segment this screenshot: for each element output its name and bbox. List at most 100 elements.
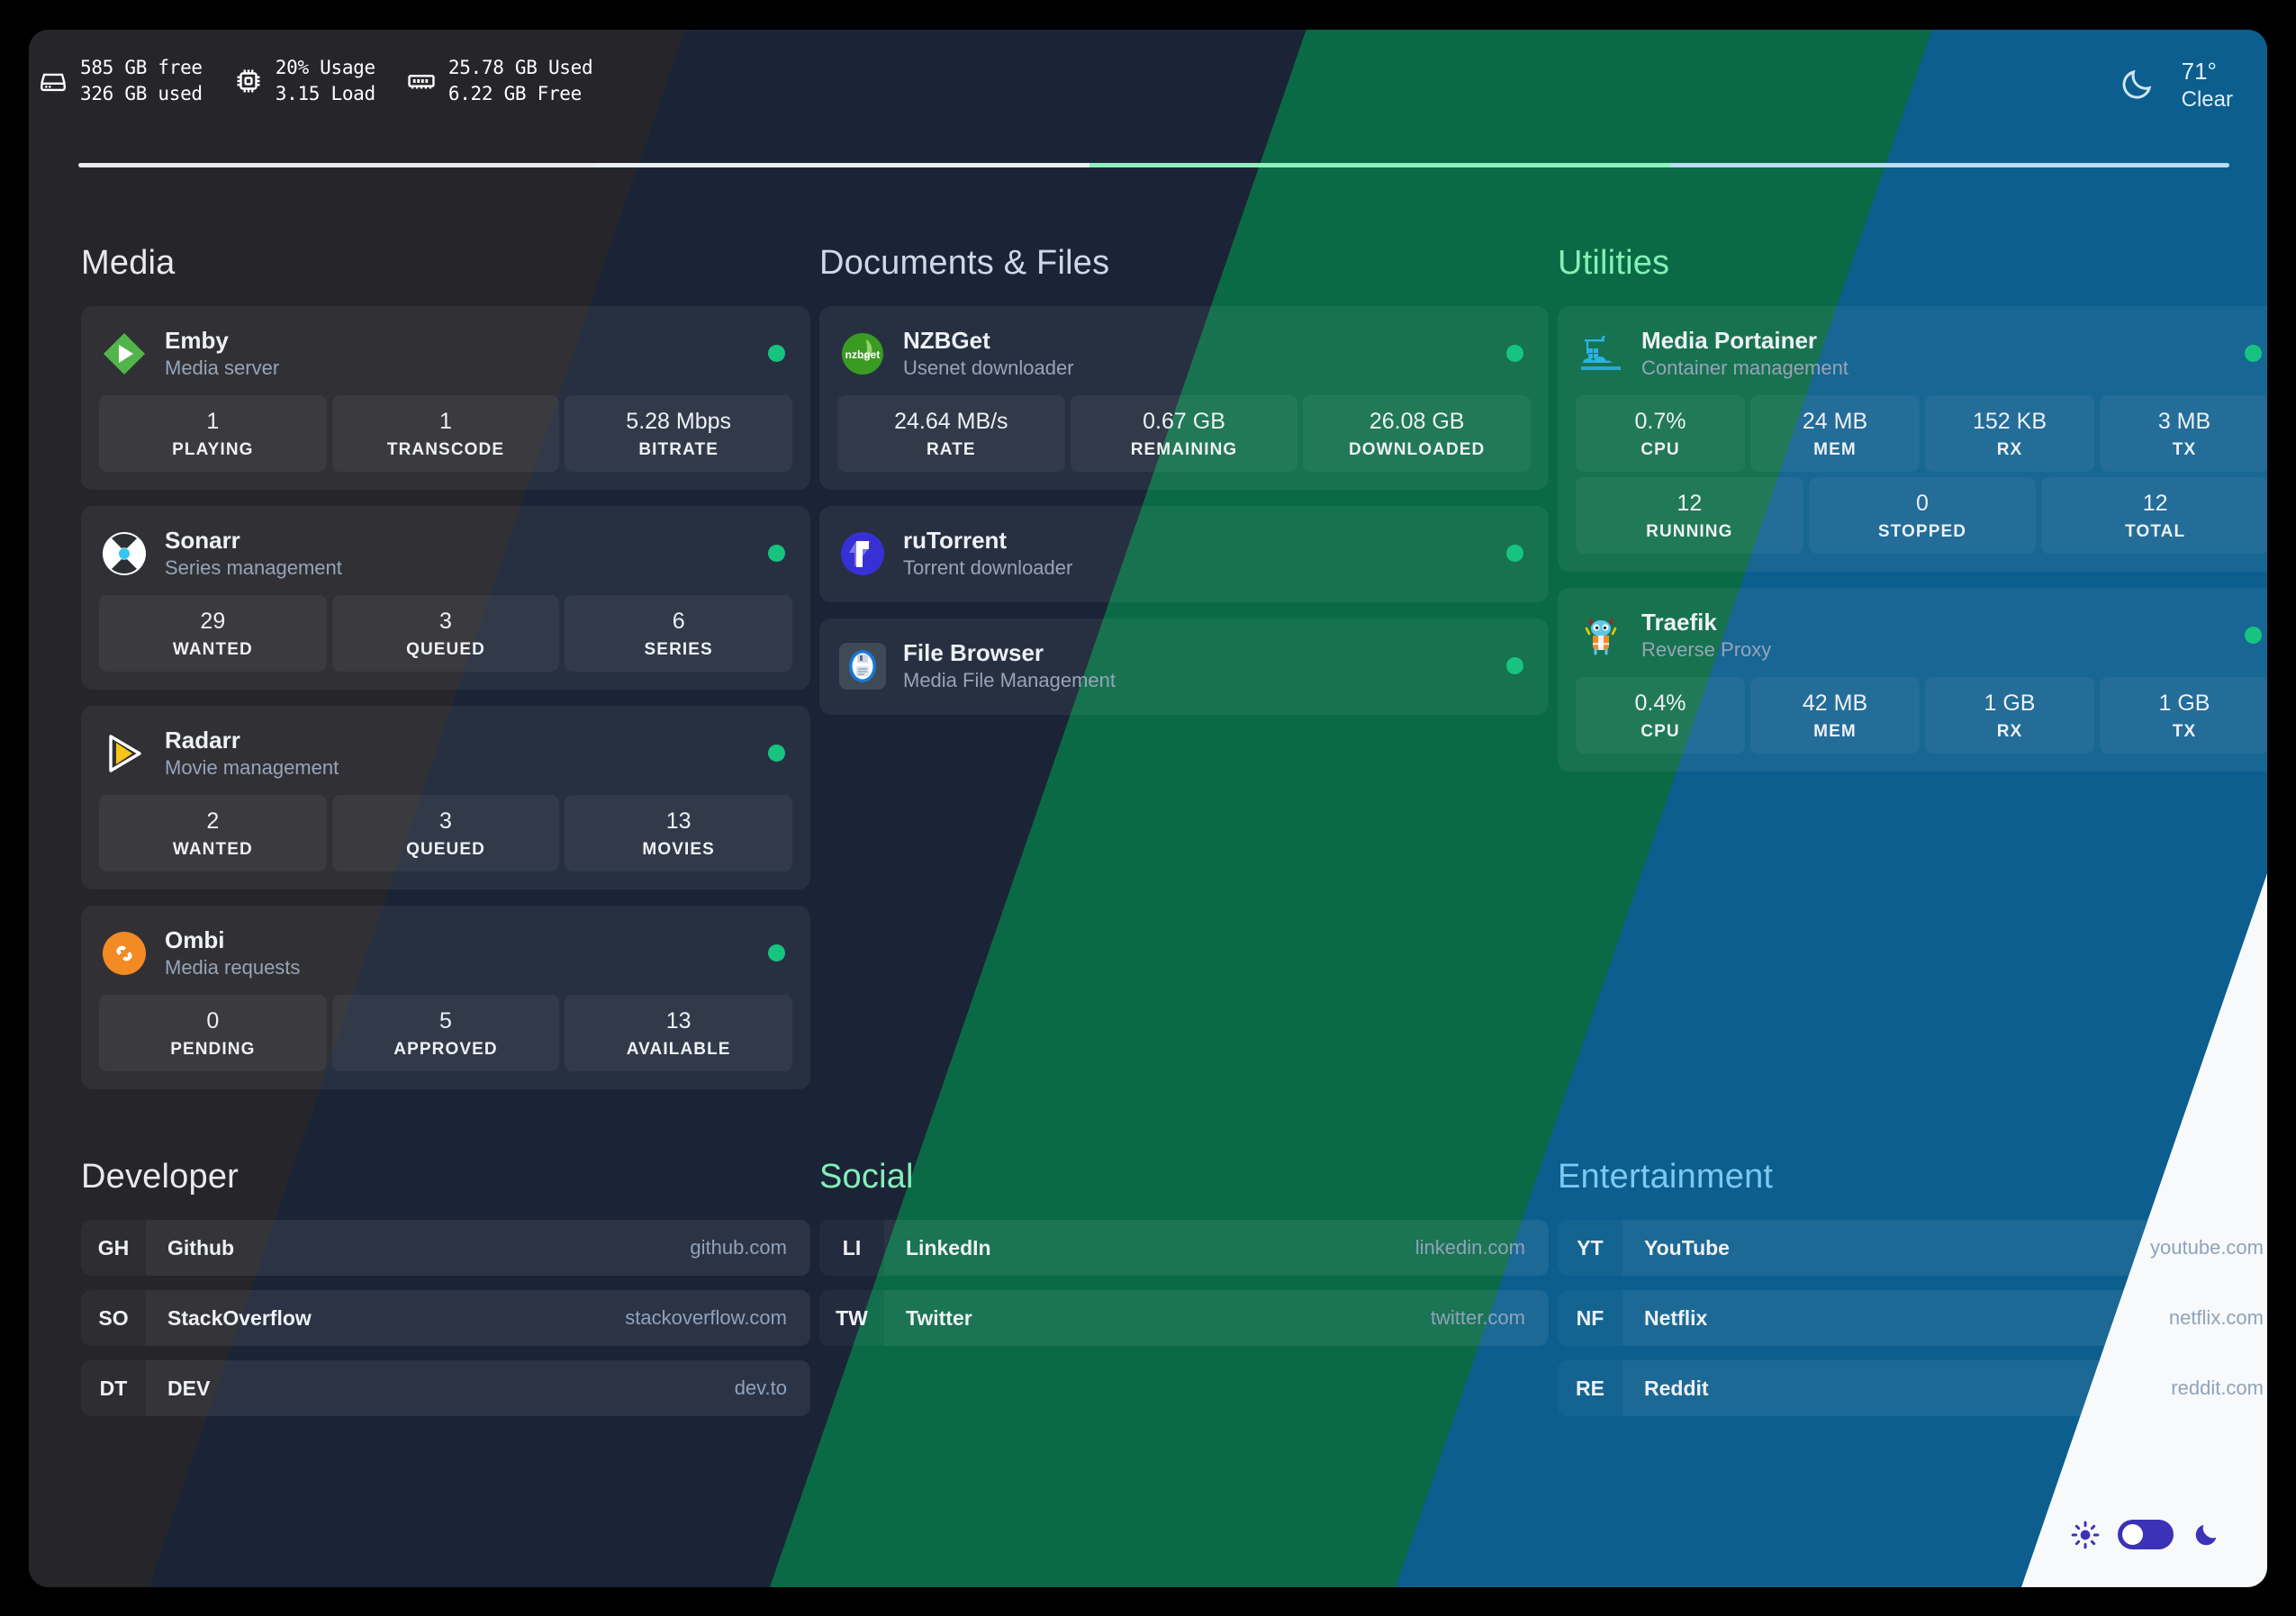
theme-switcher[interactable]	[2071, 1520, 2220, 1549]
services-grid: Media Emby Media server 1 PLAYING 1 TRANSCODE 5…	[81, 244, 2267, 1106]
bookmark-group-title: Developer	[81, 1158, 240, 1196]
service-stat-value: 3 MB	[2157, 409, 2211, 435]
service-stat-cell: 13 AVAILABLE	[565, 995, 793, 1072]
service-stat-cell: 24 MB MEM	[1750, 395, 1920, 473]
service-stat-cell: 5.28 Mbps BITRATE	[565, 395, 793, 473]
bookmark-link[interactable]: GH Github github.com	[81, 1220, 810, 1277]
service-stat-value: 1 GB	[1984, 691, 2036, 717]
status-indicator-dot	[768, 745, 785, 763]
service-stat-value: 1	[206, 409, 220, 435]
bookmark-link[interactable]: YT YouTube youtube.com	[1558, 1220, 2267, 1277]
bookmark-abbreviation: SO	[81, 1290, 146, 1347]
stat-disk-text: 585 GB free 326 GB used	[80, 57, 203, 104]
service-stat-value: 5.28 Mbps	[626, 409, 732, 435]
theme-toggle-switch[interactable]	[2118, 1520, 2174, 1549]
stat-cpu-text: 20% Usage 3.15 Load	[275, 57, 375, 104]
service-card[interactable]: File Browser Media File Management	[819, 618, 1549, 716]
stat-memory-text: 25.78 GB Used 6.22 GB Free	[447, 57, 593, 104]
rutorrent-logo-icon	[839, 530, 886, 577]
cpu-icon	[233, 66, 264, 96]
service-stat-label: RX	[1996, 440, 2023, 460]
bookmark-link[interactable]: RE Reddit reddit.com	[1558, 1360, 2267, 1417]
bookmark-link[interactable]: DT DEV dev.to	[81, 1360, 810, 1417]
service-stat-label: CPU	[1641, 440, 1680, 460]
service-stat-cell: 12 TOTAL	[2041, 477, 2267, 555]
service-card[interactable]: Ombi Media requests 0 PENDING 5 APPROVED 13 AVA…	[81, 906, 810, 1090]
service-card-titles: File Browser Media File Management	[903, 638, 1489, 693]
bookmark-url: reddit.com	[2171, 1377, 2264, 1400]
bookmark-name: YouTube	[1644, 1235, 1730, 1259]
radarr-logo-icon	[101, 730, 148, 777]
bookmark-column: Developer GH Github github.com SO StackOverfl…	[81, 1158, 810, 1431]
service-stat-row: 0.7% CPU 24 MB MEM 152 KB RX 3 MB TX	[1576, 395, 2267, 473]
service-stat-row: 24.64 MB/s RATE 0.67 GB REMAINING 26.08 GB DO…	[837, 395, 1532, 473]
moon-icon[interactable]	[2192, 1521, 2220, 1549]
bookmark-body: LinkedIn linkedin.com	[884, 1220, 1549, 1277]
memory-icon	[406, 66, 437, 96]
service-stat-value: 1	[439, 409, 452, 435]
service-stat-label: RX	[1996, 722, 2023, 742]
service-stat-value: 0	[206, 1008, 220, 1034]
service-stat-cell: 1 TRANSCODE	[331, 395, 560, 473]
service-stat-label: MOVIES	[642, 840, 715, 860]
service-stat-value: 0.4%	[1634, 691, 1686, 717]
service-stat-cell: 24.64 MB/s RATE	[837, 395, 1065, 473]
service-stat-label: STOPPED	[1877, 522, 1967, 542]
portainer-logo-icon	[1577, 330, 1624, 377]
bookmark-link[interactable]: LI LinkedIn linkedin.com	[819, 1220, 1549, 1277]
service-card-header: Sonarr Series management	[99, 522, 792, 595]
service-stat-row: 1 PLAYING 1 TRANSCODE 5.28 Mbps BITRATE	[99, 395, 793, 473]
service-stat-row: 2 WANTED 3 QUEUED 13 MOVIES	[99, 795, 793, 872]
bookmark-abbreviation: NF	[1558, 1290, 1623, 1347]
bookmark-link[interactable]: TW Twitter twitter.com	[819, 1290, 1549, 1347]
service-stat-label: CPU	[1641, 722, 1680, 742]
service-subtitle: Container management	[1641, 356, 1849, 379]
service-card[interactable]: Media Portainer Container management 0.7% C…	[1558, 306, 2267, 573]
service-stat-label: WANTED	[172, 840, 253, 860]
service-name: Ombi	[165, 926, 225, 954]
service-stat-cell: 3 QUEUED	[331, 795, 560, 872]
service-card-header: File Browser Media File Management	[837, 635, 1531, 697]
emby-logo-icon	[101, 330, 148, 377]
bookmark-abbreviation: TW	[819, 1290, 884, 1347]
bookmark-abbreviation: LI	[819, 1220, 884, 1277]
service-stat-value: 13	[665, 808, 692, 835]
service-stat-value: 12	[1677, 491, 1703, 517]
service-stat-value: 24 MB	[1802, 409, 1868, 435]
service-stat-label: RATE	[926, 440, 976, 460]
service-card-header: Media Portainer Container management	[1576, 322, 2267, 395]
service-subtitle: Media server	[165, 356, 280, 379]
dashboard-frame: 585 GB free 326 GB used 20% Usage 3.15 Loa…	[29, 30, 2267, 1587]
bookmark-link[interactable]: SO StackOverflow stackoverflow.com	[81, 1290, 810, 1347]
service-stat-cell: 0.67 GB REMAINING	[1070, 395, 1298, 473]
service-stat-value: 2	[206, 808, 220, 835]
status-indicator-dot	[1506, 545, 1523, 563]
status-indicator-dot	[768, 345, 785, 363]
section-title: Documents & Files	[819, 244, 1110, 282]
service-card[interactable]: Radarr Movie management 2 WANTED 3 QUEUED 13 MO…	[81, 706, 810, 890]
status-indicator-dot	[2245, 345, 2262, 363]
service-card[interactable]: Sonarr Series management 29 WANTED 3 QUEUED 6 S…	[81, 506, 810, 691]
sun-icon[interactable]	[2071, 1521, 2100, 1549]
bookmark-link[interactable]: NF Netflix netflix.com	[1558, 1290, 2267, 1347]
filebrowser-logo-icon	[839, 642, 886, 690]
service-stat-cell: 26.08 GB DOWNLOADED	[1303, 395, 1532, 473]
weather-condition: Clear	[2181, 86, 2233, 112]
service-card[interactable]: Emby Media server 1 PLAYING 1 TRANSCODE 5.28 M…	[81, 306, 810, 491]
service-stat-label: SERIES	[644, 640, 713, 660]
service-stat-label: PLAYING	[172, 440, 254, 460]
bookmark-url: netflix.com	[2168, 1306, 2264, 1330]
service-stat-cell: 0 STOPPED	[1808, 477, 2037, 555]
service-card[interactable]: nzbget NZBGet Usenet downloader 24.64 MB/s R…	[819, 306, 1549, 491]
service-card[interactable]: Traefik Reverse Proxy 0.4% CPU 42 MB MEM 1 GB R…	[1558, 588, 2267, 772]
service-stat-label: PENDING	[170, 1040, 256, 1060]
service-card[interactable]: ruTorrent Torrent downloader	[819, 506, 1549, 603]
service-stat-value: 0.67 GB	[1143, 409, 1225, 435]
service-card-header: Radarr Movie management	[99, 722, 792, 795]
service-stat-label: AVAILABLE	[626, 1040, 731, 1060]
service-stat-value: 5	[439, 1008, 452, 1034]
bookmark-name: DEV	[167, 1376, 211, 1400]
service-card-titles: ruTorrent Torrent downloader	[903, 526, 1489, 581]
bookmark-group-title: Entertainment	[1558, 1158, 1774, 1196]
service-stat-value: 1 GB	[2158, 691, 2210, 717]
